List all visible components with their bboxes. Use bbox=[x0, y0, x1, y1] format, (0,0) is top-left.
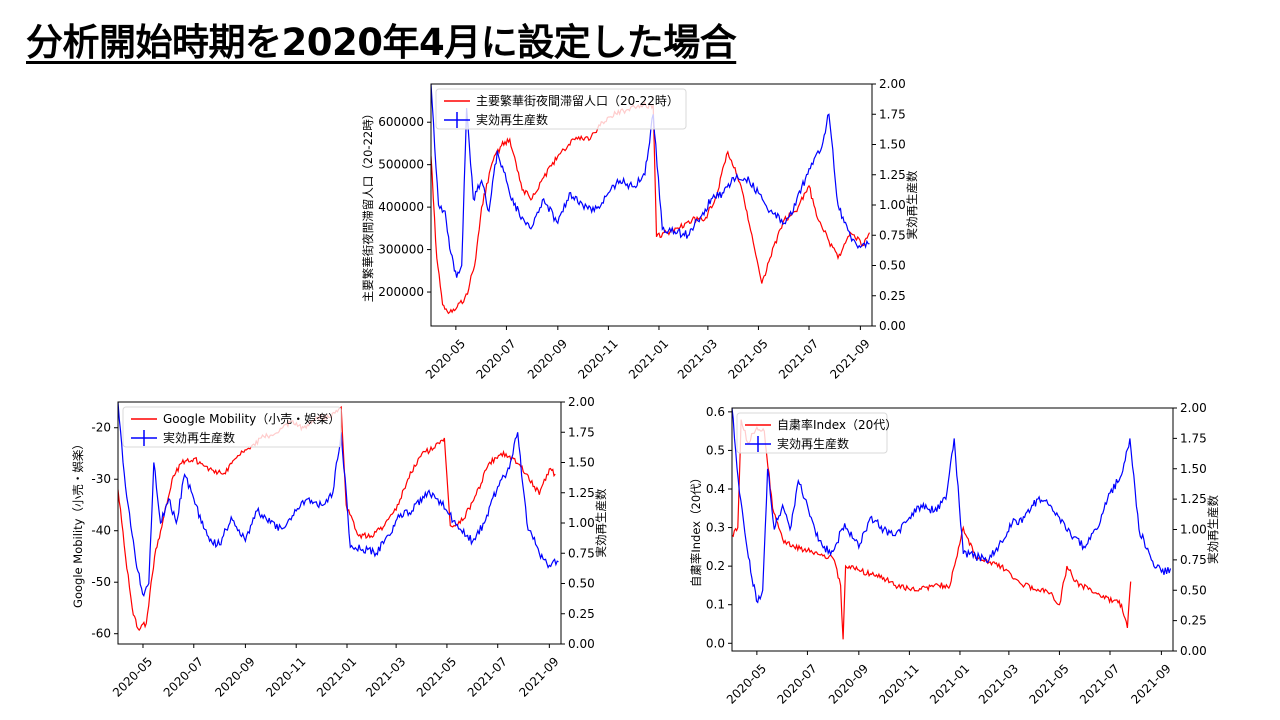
legend-box bbox=[122, 406, 342, 448]
y2-tick-label: 0.25 bbox=[879, 289, 906, 303]
y-tick-label: 600000 bbox=[378, 115, 424, 129]
y2-tick-label: 1.75 bbox=[1180, 431, 1207, 445]
series-line-reproduction-number bbox=[732, 408, 1172, 604]
y-axis-label: Google Mobility（小売・娯楽） bbox=[71, 438, 85, 608]
series-line-primary bbox=[732, 419, 1132, 640]
y-tick-label: 300000 bbox=[378, 243, 424, 257]
y2-tick-label: 0.75 bbox=[568, 546, 595, 560]
y-tick-label: -50 bbox=[91, 575, 111, 589]
legend-label: 実効再生産数 bbox=[163, 430, 235, 445]
y2-axis-label: 実効再生産数 bbox=[594, 488, 608, 557]
y-tick-label: 0.1 bbox=[706, 598, 725, 612]
y-tick-label: 400000 bbox=[378, 200, 424, 214]
x-tick-label: 2020-09 bbox=[826, 661, 871, 706]
legend-label: 主要繁華街夜間滞留人口（20-22時） bbox=[476, 93, 679, 108]
y2-tick-label: 0.50 bbox=[879, 259, 906, 273]
y2-tick-label: 0.50 bbox=[568, 577, 595, 591]
y-tick-label: 0.5 bbox=[706, 443, 725, 457]
x-tick-label: 2021-05 bbox=[1026, 661, 1071, 706]
x-tick-label: 2020-05 bbox=[724, 661, 769, 706]
legend-label: Google Mobility（小売・娯楽） bbox=[163, 411, 340, 426]
y-axis-label: 主要繁華街夜間滞留人口（20-22時） bbox=[361, 108, 375, 302]
y2-tick-label: 0.00 bbox=[879, 319, 906, 333]
y2-tick-label: 1.25 bbox=[879, 168, 906, 182]
x-tick-label: 2021-09 bbox=[1128, 661, 1173, 706]
y-tick-label: -20 bbox=[91, 421, 111, 435]
y2-tick-label: 0.75 bbox=[879, 228, 906, 242]
legend-box bbox=[435, 88, 687, 130]
y2-tick-label: 1.50 bbox=[568, 456, 595, 470]
y-tick-label: 200000 bbox=[378, 285, 424, 299]
y-tick-label: 0.4 bbox=[706, 482, 725, 496]
y2-tick-label: 1.50 bbox=[1180, 462, 1207, 476]
y2-tick-label: 1.00 bbox=[568, 516, 595, 530]
y2-tick-label: 0.25 bbox=[568, 607, 595, 621]
y2-tick-label: 1.25 bbox=[1180, 492, 1207, 506]
x-tick-label: 2021-07 bbox=[1077, 661, 1122, 706]
y2-tick-label: 1.25 bbox=[568, 486, 595, 500]
x-tick-label: 2021-03 bbox=[976, 661, 1021, 706]
x-tick-label: 2021-01 bbox=[927, 661, 972, 706]
y2-tick-label: 2.00 bbox=[568, 395, 595, 409]
y2-tick-label: 0.00 bbox=[568, 637, 595, 651]
series-line-reproduction-number bbox=[118, 402, 559, 597]
y-tick-label: 0.0 bbox=[706, 636, 725, 650]
y2-tick-label: 2.00 bbox=[1180, 401, 1207, 415]
y2-tick-label: 0.00 bbox=[1180, 644, 1207, 658]
y2-tick-label: 1.75 bbox=[568, 425, 595, 439]
legend-label: 自粛率Index（20代） bbox=[777, 417, 897, 432]
y-tick-label: 500000 bbox=[378, 158, 424, 172]
y-tick-label: 0.3 bbox=[706, 521, 725, 535]
legend-box bbox=[736, 412, 888, 454]
page-title: 分析開始時期を2020年4月に設定した場合 bbox=[26, 21, 737, 64]
y2-tick-label: 0.50 bbox=[1180, 583, 1207, 597]
y2-axis-label: 実効再生産数 bbox=[1206, 495, 1220, 564]
y-tick-label: -40 bbox=[91, 524, 111, 538]
y2-tick-label: 0.75 bbox=[1180, 553, 1207, 567]
y2-tick-label: 1.00 bbox=[879, 198, 906, 212]
x-tick-label: 2020-11 bbox=[876, 661, 921, 706]
y2-tick-label: 1.50 bbox=[879, 138, 906, 152]
y2-axis-label: 実効再生産数 bbox=[905, 170, 919, 239]
y-axis-label: 自粛率Index（20代） bbox=[689, 472, 703, 587]
y2-tick-label: 1.00 bbox=[1180, 523, 1207, 537]
x-tick-label: 2020-07 bbox=[774, 661, 819, 706]
y-tick-label: -30 bbox=[91, 472, 111, 486]
y-tick-label: -60 bbox=[91, 627, 111, 641]
legend-label: 実効再生産数 bbox=[476, 112, 548, 127]
series-line-reproduction-number bbox=[431, 84, 870, 278]
y2-tick-label: 1.75 bbox=[879, 107, 906, 121]
y2-tick-label: 0.25 bbox=[1180, 614, 1207, 628]
y-tick-label: 0.6 bbox=[706, 405, 725, 419]
y-tick-label: 0.2 bbox=[706, 559, 725, 573]
legend-label: 実効再生産数 bbox=[777, 436, 849, 451]
y2-tick-label: 2.00 bbox=[879, 77, 906, 91]
